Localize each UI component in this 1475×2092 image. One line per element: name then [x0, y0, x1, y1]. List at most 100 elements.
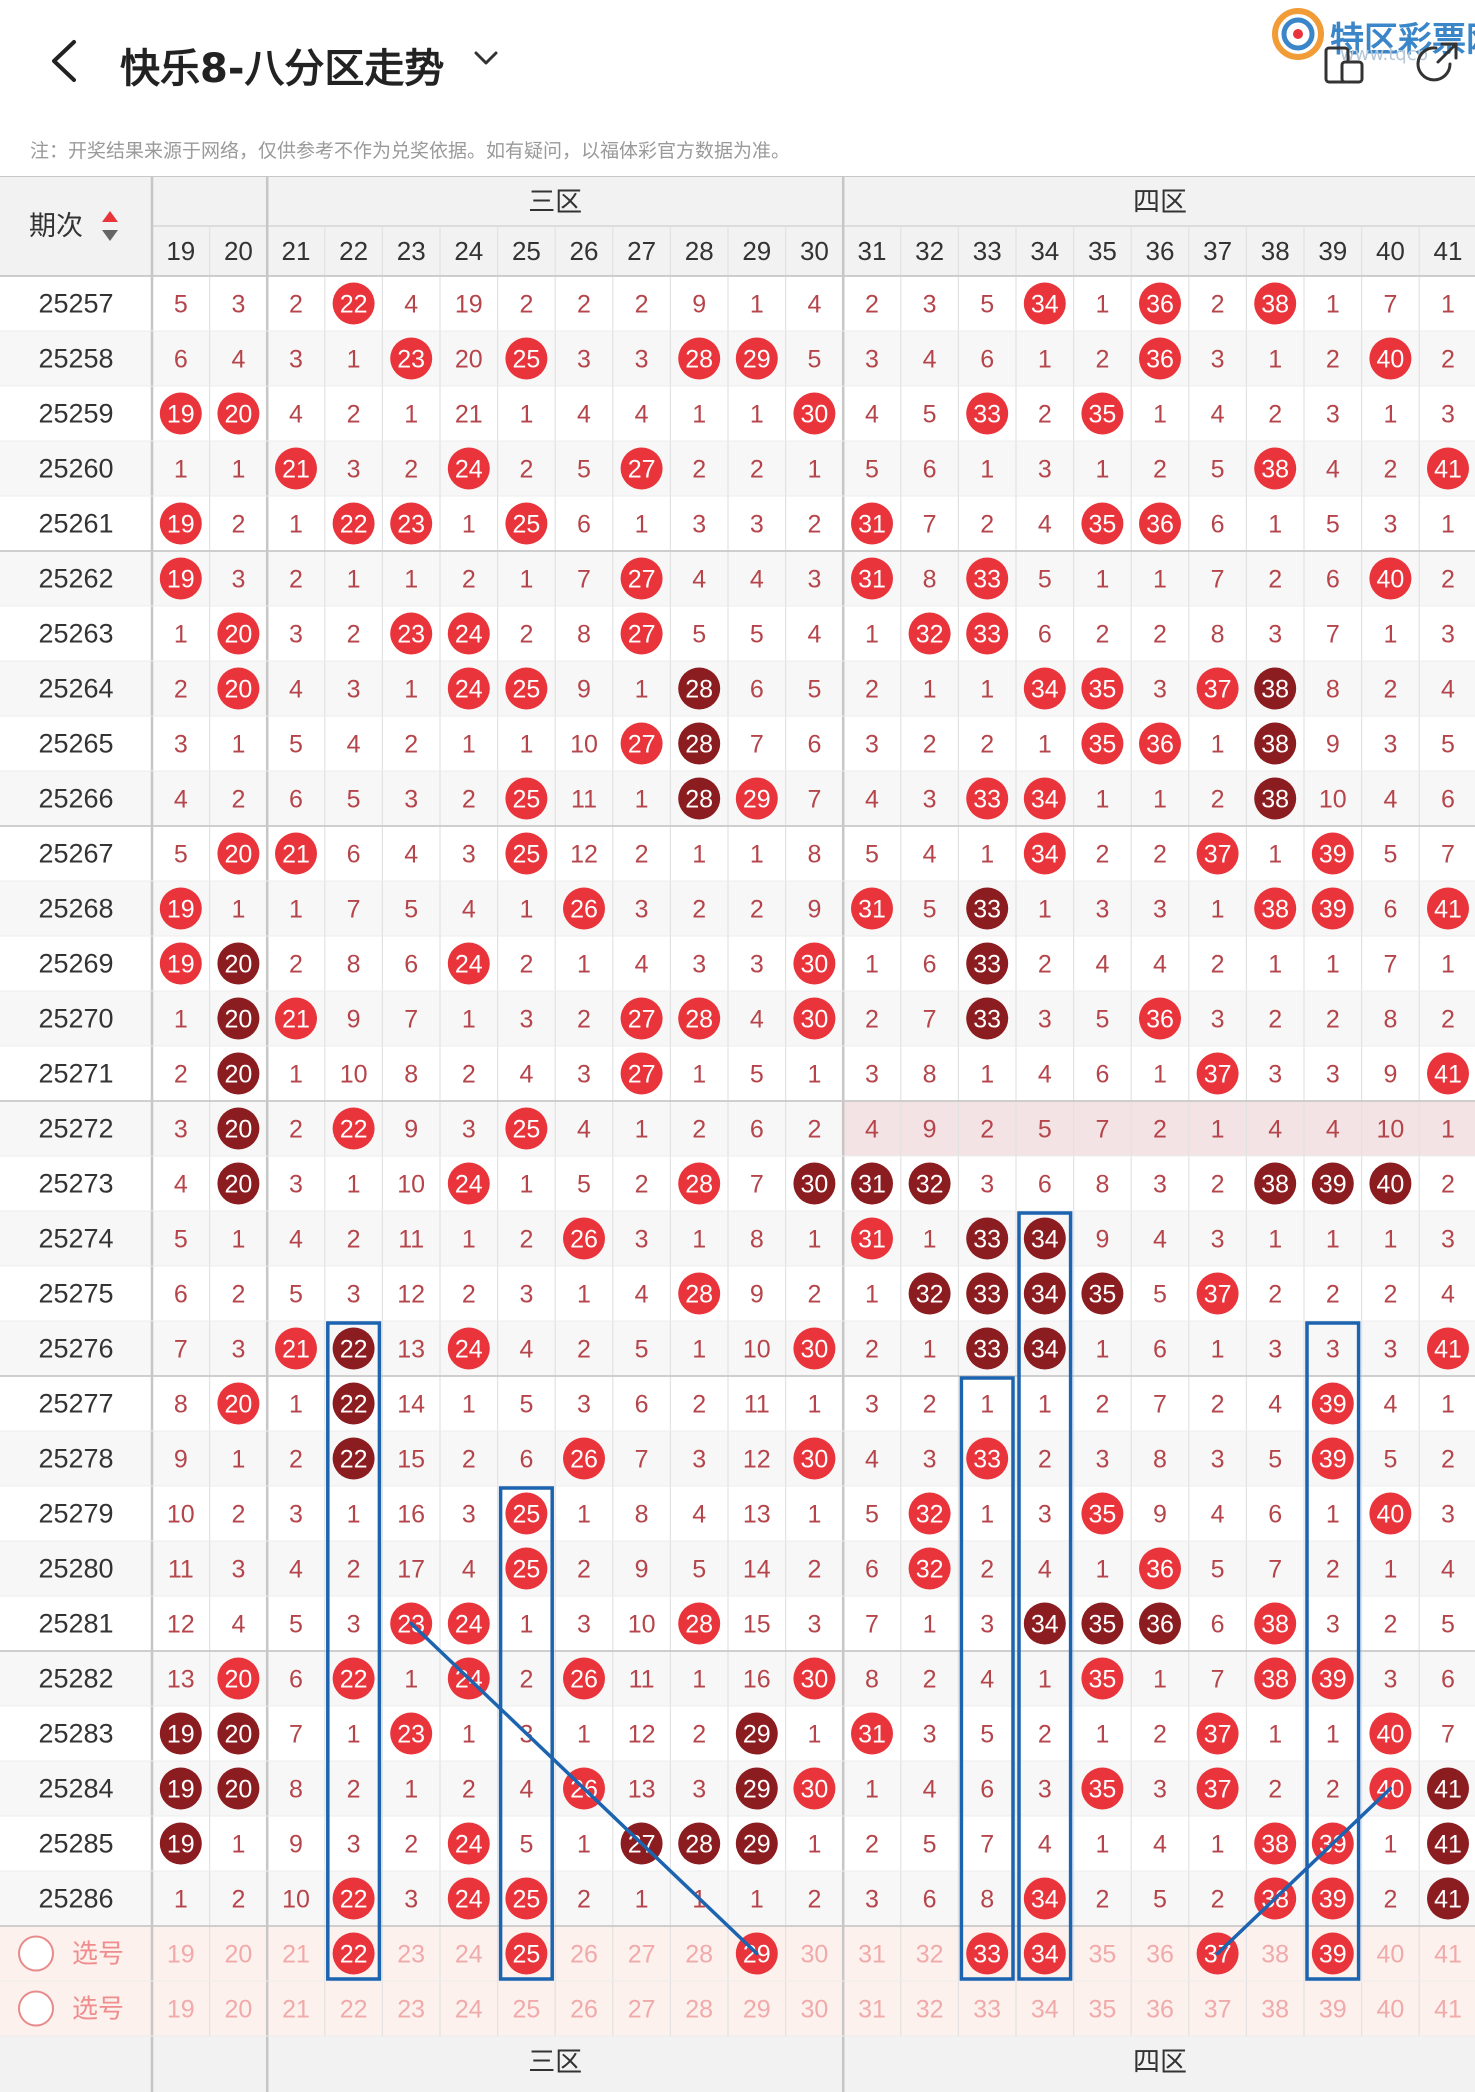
- pick-number[interactable]: 36: [1146, 1996, 1174, 2024]
- pick-ball-selected[interactable]: [1023, 1932, 1066, 1975]
- logo-text: 特区彩票网: [1330, 20, 1475, 60]
- miss-count: 6: [174, 346, 188, 374]
- pick-number-selected[interactable]: 39: [1319, 1941, 1347, 1969]
- pick-number-selected[interactable]: 22: [340, 1941, 368, 1969]
- pick-number-selected[interactable]: 33: [973, 1941, 1001, 1969]
- pick-number[interactable]: 35: [1088, 1941, 1116, 1969]
- miss-count: 9: [1153, 1501, 1167, 1529]
- pick-number-selected[interactable]: 34: [1031, 1941, 1059, 1969]
- column-header-35: 35: [1088, 236, 1117, 266]
- device-toggle-icon[interactable]: [1322, 40, 1366, 86]
- pick-ball-selected[interactable]: [505, 1932, 548, 1975]
- pick-number[interactable]: 37: [1204, 1996, 1232, 2024]
- sort-icon[interactable]: [102, 211, 118, 222]
- pick-radio[interactable]: [18, 1990, 54, 2027]
- pick-number[interactable]: 40: [1376, 1941, 1404, 1969]
- period-label: 25261: [38, 509, 113, 539]
- miss-count: 1: [923, 1611, 937, 1639]
- miss-count: 2: [577, 1336, 591, 1364]
- app-header: 快乐8-八分区走势 特区彩票网 www.tqcp: [0, 0, 1475, 130]
- miss-count: 3: [347, 676, 361, 704]
- miss-count: 3: [923, 1446, 937, 1474]
- period-label: 25279: [38, 1499, 113, 1529]
- hit-ball: [1023, 667, 1066, 710]
- pick-radio[interactable]: [18, 1935, 54, 1972]
- pick-number[interactable]: 27: [628, 1996, 656, 2024]
- column-header-22: 22: [339, 236, 368, 266]
- miss-count: 9: [577, 676, 591, 704]
- miss-count: 1: [1268, 1721, 1282, 1749]
- pick-number[interactable]: 41: [1434, 1941, 1462, 1969]
- hit-ball: [332, 502, 375, 545]
- miss-count: 2: [1153, 621, 1167, 649]
- pick-number[interactable]: 36: [1146, 1941, 1174, 1969]
- hit-number: 38: [1261, 1611, 1289, 1639]
- page-title[interactable]: 快乐8-八分区走势: [120, 46, 445, 92]
- miss-count: 3: [1095, 1446, 1109, 1474]
- pick-number[interactable]: 30: [800, 1996, 828, 2024]
- miss-count: 2: [865, 676, 879, 704]
- hit-number: 26: [570, 1666, 598, 1694]
- pick-number[interactable]: 25: [512, 1996, 540, 2024]
- hit-ball: [1311, 887, 1354, 930]
- pick-number[interactable]: 28: [685, 1996, 713, 2024]
- pick-number[interactable]: 26: [570, 1941, 598, 1969]
- pick-ball-selected[interactable]: [332, 1932, 375, 1975]
- pick-ball-selected[interactable]: [966, 1932, 1009, 1975]
- hit-ball: [966, 1327, 1009, 1370]
- hit-ball: [966, 557, 1009, 600]
- pick-number[interactable]: 38: [1261, 1996, 1289, 2024]
- miss-count: 1: [635, 511, 649, 539]
- pick-number[interactable]: 41: [1434, 1996, 1462, 2024]
- hit-ball: [159, 392, 202, 435]
- hit-ball: [563, 887, 605, 930]
- pick-number[interactable]: 27: [628, 1941, 656, 1969]
- pick-number[interactable]: 20: [224, 1941, 252, 1969]
- pick-number[interactable]: 19: [167, 1941, 195, 1969]
- hit-ball: [1254, 722, 1297, 765]
- hit-ball: [966, 997, 1009, 1040]
- pick-number[interactable]: 21: [282, 1941, 310, 1969]
- chevron-left-icon[interactable]: [44, 38, 90, 84]
- pick-number[interactable]: 24: [455, 1941, 483, 1969]
- chevron-down-icon[interactable]: [474, 50, 498, 66]
- pick-number[interactable]: 40: [1376, 1996, 1404, 2024]
- pick-number[interactable]: 35: [1088, 1996, 1116, 2024]
- pick-number[interactable]: 31: [858, 1941, 886, 1969]
- pick-number[interactable]: 24: [455, 1996, 483, 2024]
- pick-number[interactable]: 20: [224, 1996, 252, 2024]
- hit-number: 31: [858, 1721, 886, 1749]
- hit-ball: [851, 1712, 893, 1755]
- hit-number: 28: [685, 786, 713, 814]
- pick-ball-selected[interactable]: [1311, 1932, 1354, 1975]
- pick-number[interactable]: 30: [800, 1941, 828, 1969]
- hit-ball: [1139, 722, 1181, 765]
- pick-number[interactable]: 29: [743, 1996, 771, 2024]
- pick-number[interactable]: 31: [858, 1996, 886, 2024]
- pick-number[interactable]: 21: [282, 1996, 310, 2024]
- pick-number[interactable]: 39: [1319, 1996, 1347, 2024]
- pick-number[interactable]: 19: [167, 1996, 195, 2024]
- pick-number[interactable]: 32: [916, 1996, 944, 2024]
- pick-number[interactable]: 34: [1031, 1996, 1059, 2024]
- miss-count: 4: [980, 1666, 994, 1694]
- pick-number[interactable]: 23: [397, 1996, 425, 2024]
- pick-number[interactable]: 28: [685, 1941, 713, 1969]
- miss-count: 3: [1383, 731, 1397, 759]
- miss-count: 2: [1095, 346, 1109, 374]
- period-label: 25276: [38, 1334, 113, 1364]
- pick-number[interactable]: 38: [1261, 1941, 1289, 1969]
- pick-number[interactable]: 33: [973, 1996, 1001, 2024]
- sort-icon-down[interactable]: [102, 230, 118, 241]
- hit-number: 29: [743, 1831, 771, 1859]
- miss-count: 2: [1326, 346, 1340, 374]
- pick-number[interactable]: 32: [916, 1941, 944, 1969]
- miss-count: 2: [462, 786, 476, 814]
- share-icon[interactable]: [1416, 40, 1460, 84]
- pick-number[interactable]: 23: [397, 1941, 425, 1969]
- pick-number[interactable]: 26: [570, 1996, 598, 2024]
- miss-count: 6: [923, 456, 937, 484]
- pick-number-selected[interactable]: 25: [512, 1941, 540, 1969]
- pick-number[interactable]: 22: [340, 1996, 368, 2024]
- miss-count: 8: [404, 1061, 418, 1089]
